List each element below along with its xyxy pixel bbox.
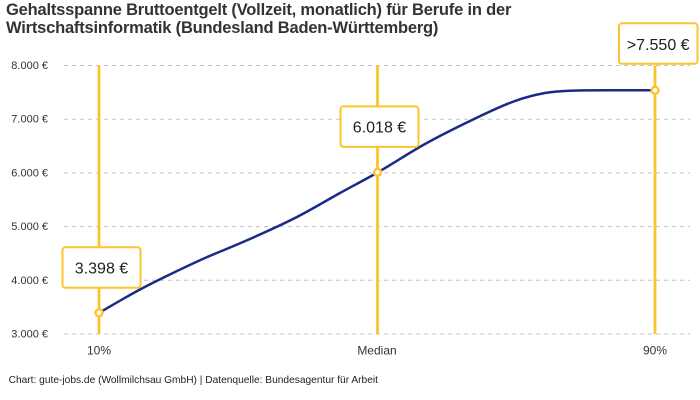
svg-text:Chart: gute-jobs.de (Wollmilch: Chart: gute-jobs.de (Wollmilchsau GmbH) … xyxy=(9,375,379,386)
svg-text:6.018 €: 6.018 € xyxy=(353,119,406,136)
svg-text:3.000 €: 3.000 € xyxy=(11,329,48,341)
svg-text:>7.550 €: >7.550 € xyxy=(627,37,690,54)
svg-text:3.398 €: 3.398 € xyxy=(75,260,128,277)
svg-text:10%: 10% xyxy=(87,344,111,358)
svg-text:8.000 €: 8.000 € xyxy=(11,60,48,72)
svg-text:Median: Median xyxy=(357,344,396,358)
svg-text:90%: 90% xyxy=(643,344,667,358)
svg-text:4.000 €: 4.000 € xyxy=(11,275,48,287)
svg-text:7.000 €: 7.000 € xyxy=(11,114,48,126)
svg-text:6.000 €: 6.000 € xyxy=(11,167,48,179)
svg-text:5.000 €: 5.000 € xyxy=(11,221,48,233)
